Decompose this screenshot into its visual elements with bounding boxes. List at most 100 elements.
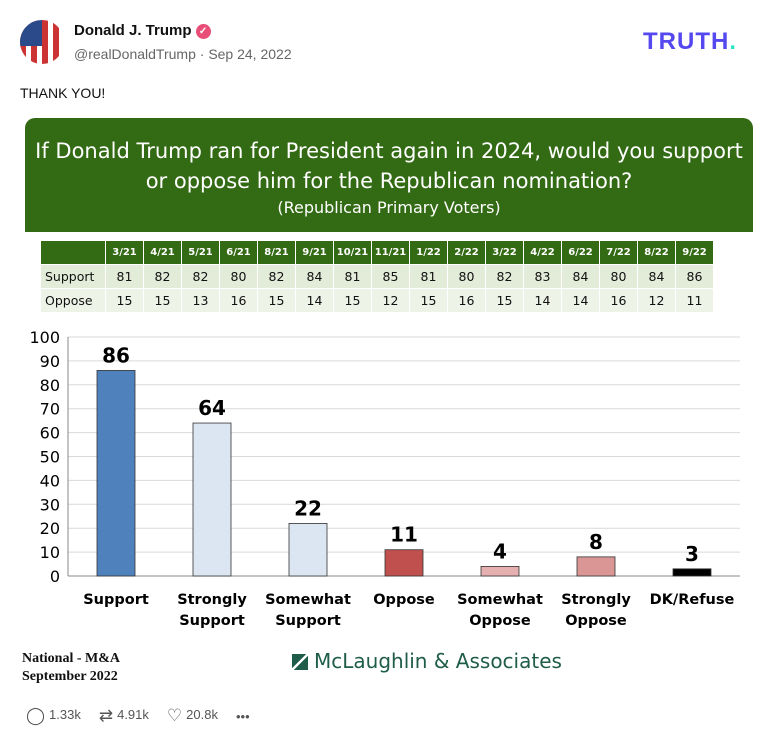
table-cell: 15 [333, 288, 372, 313]
bar [480, 566, 520, 577]
table-cell: 81 [105, 264, 144, 289]
bar-chart: 0 10 20 30 40 50 60 70 80 90 100 86 Support 64 Strongl… [29, 330, 740, 629]
table-cell: 84 [295, 264, 334, 289]
table-column-header: 6/21 [219, 240, 258, 265]
y-tick-label: 100 [29, 330, 60, 347]
x-tick-label: Oppose [469, 613, 531, 629]
table-cell: 16 [219, 288, 258, 313]
table-cell: 13 [181, 288, 220, 313]
x-tick-label: Strongly [561, 592, 631, 608]
table-column-header: 9/21 [295, 240, 334, 265]
table-column-header: 4/22 [523, 240, 562, 265]
x-tick-label: Support [275, 613, 341, 629]
pollster-logo: McLaughlin & Associates [292, 649, 562, 673]
table-cell: 16 [447, 288, 486, 313]
y-tick-label: 10 [40, 543, 60, 562]
table-column-header: 10/21 [333, 240, 372, 265]
table-cell: 85 [371, 264, 410, 289]
table-cell: 11 [675, 288, 714, 313]
bar [288, 523, 328, 577]
table-column-header: 3/21 [105, 240, 144, 265]
table-cell: 15 [143, 288, 182, 313]
x-tick-label: Somewhat [457, 592, 543, 608]
table-cell: 14 [523, 288, 562, 313]
more-button[interactable]: ••• [235, 708, 250, 724]
table-row: Support 81 82 82 80 82 84 81 85 81 80 82 83 84 80 84 86 [40, 264, 714, 289]
y-tick-label: 0 [50, 567, 60, 586]
x-tick-label: Support [179, 613, 245, 629]
x-tick-label: Oppose [373, 592, 435, 608]
table-cell: 82 [143, 264, 182, 289]
table-cell: 86 [675, 264, 714, 289]
x-tick-label: DK/Refuse [650, 592, 735, 608]
table-cell: 12 [371, 288, 410, 313]
bar [672, 568, 712, 577]
data-label: 3 [685, 542, 699, 566]
bar [384, 549, 424, 577]
table-column-header: 4/21 [143, 240, 182, 265]
avatar[interactable] [20, 20, 64, 64]
x-tick-label: Strongly [177, 592, 247, 608]
row-label: Oppose [40, 288, 106, 313]
poll-question: If Donald Trump ran for President again … [35, 139, 743, 193]
table-column-header: 8/22 [637, 240, 676, 265]
trend-table: 3/21 4/21 5/21 6/21 8/21 9/21 10/21 11/21 1/22 2/… [40, 240, 714, 313]
like-button[interactable]: ♡ 20.8k [166, 706, 218, 725]
post-actions: ◯ 1.33k ⇄ 4.91k ♡ 20.8k ••• [26, 706, 250, 726]
x-tick-label: Somewhat [265, 592, 351, 608]
data-label: 8 [589, 530, 603, 554]
table-cell: 81 [333, 264, 372, 289]
table-column-header: 7/22 [599, 240, 638, 265]
post-text: THANK YOU! [20, 85, 106, 101]
table-cell: 15 [257, 288, 296, 313]
table-cell: 84 [561, 264, 600, 289]
reply-button[interactable]: ◯ 1.33k [26, 706, 81, 725]
table-cell: 80 [447, 264, 486, 289]
y-tick-label: 50 [40, 448, 60, 467]
table-cell: 82 [257, 264, 296, 289]
heart-icon: ♡ [166, 706, 183, 725]
row-label: Support [40, 264, 106, 289]
table-cell: 80 [599, 264, 638, 289]
x-tick-label: Support [83, 592, 149, 608]
footer-source: National - M&A September 2022 [22, 651, 120, 684]
y-tick-label: 20 [40, 519, 60, 538]
table-column-header: 9/22 [675, 240, 714, 265]
table-cell: 15 [409, 288, 448, 313]
table-column-header: 11/21 [371, 240, 410, 265]
table-cell: 81 [409, 264, 448, 289]
data-label: 22 [294, 496, 322, 520]
data-label: 4 [493, 539, 507, 563]
table-cell: 82 [181, 264, 220, 289]
table-column-header: 6/22 [561, 240, 600, 265]
y-tick-label: 60 [40, 424, 60, 443]
mclaughlin-logo-icon [292, 654, 308, 670]
table-cell: 12 [637, 288, 676, 313]
table-cell: 84 [637, 264, 676, 289]
verified-icon: ✓ [195, 24, 211, 39]
truth-logo[interactable]: TRUTH. [643, 28, 737, 55]
table-row: Oppose 15 15 13 16 15 14 15 12 15 16 15 14 14 16 12 11 [40, 288, 714, 313]
x-tick-label: Oppose [565, 613, 627, 629]
table-cell: 14 [561, 288, 600, 313]
table-cell: 15 [105, 288, 144, 313]
table-cell: 15 [485, 288, 524, 313]
poll-subtitle: (Republican Primary Voters) [277, 198, 501, 217]
y-tick-label: 30 [40, 495, 60, 514]
table-cell: 82 [485, 264, 524, 289]
bar [576, 556, 616, 577]
bar [192, 422, 232, 577]
y-tick-label: 90 [40, 352, 60, 371]
table-column-header: 3/22 [485, 240, 524, 265]
author-name[interactable]: Donald J. Trump ✓ [74, 22, 211, 39]
data-label: 86 [102, 343, 130, 367]
table-column-header: 8/21 [257, 240, 296, 265]
data-label: 64 [198, 396, 226, 420]
retruth-button[interactable]: ⇄ 4.91k [98, 706, 149, 725]
retruth-icon: ⇄ [98, 706, 114, 725]
table-cell: 83 [523, 264, 562, 289]
y-tick-label: 70 [40, 400, 60, 419]
table-column-header: 1/22 [409, 240, 448, 265]
poll-graphic[interactable]: If Donald Trump ran for President again … [22, 118, 755, 690]
table-cell: 16 [599, 288, 638, 313]
